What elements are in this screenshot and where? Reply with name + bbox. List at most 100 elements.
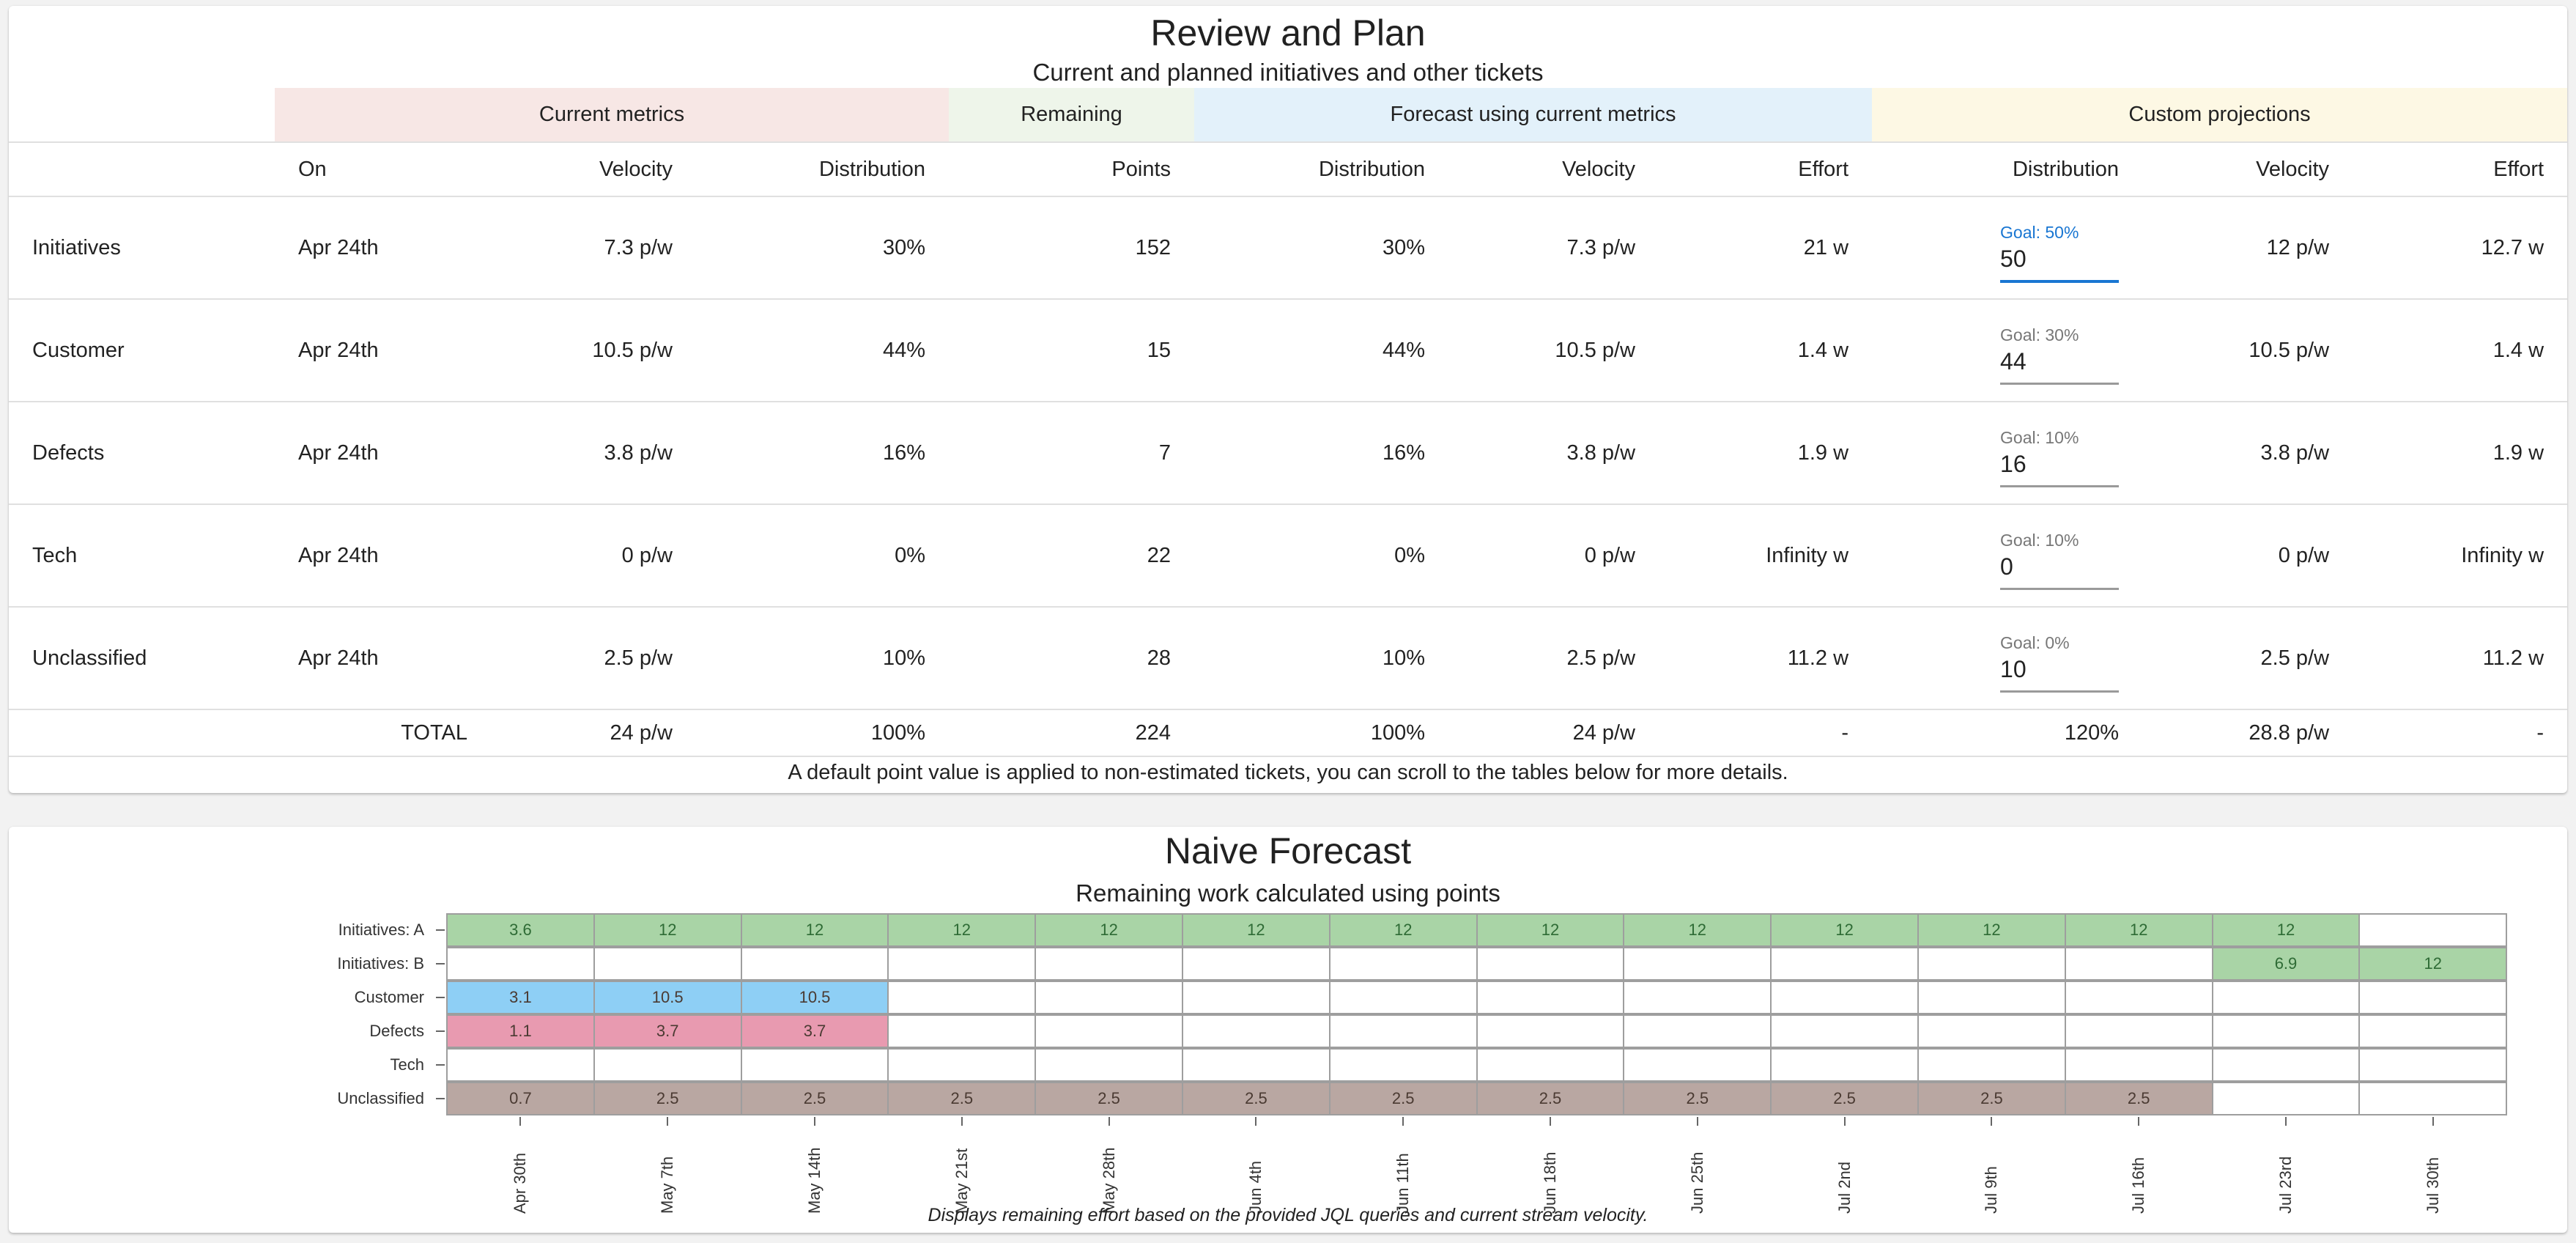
x-axis-tick: [667, 1117, 669, 1126]
forecast-cell: [1917, 947, 2066, 981]
forecast-cell: 12: [1917, 913, 2066, 947]
total-forecast-effort: -: [1659, 709, 1873, 757]
forecast-row-label: Unclassified: [337, 1089, 424, 1107]
review-subtitle: Current and planned initiatives and othe…: [1032, 59, 1544, 86]
goal-field[interactable]: Goal: 30%: [2000, 325, 2120, 385]
cell-forecast-velocity: 7.3 p/w: [1448, 196, 1659, 300]
y-axis-tick: [436, 963, 445, 964]
x-axis-tick: [1255, 1117, 1257, 1126]
forecast-cell: [1328, 1048, 1478, 1082]
cell-custom-effort: Infinity w: [2353, 504, 2568, 608]
goal-distribution-input[interactable]: [2000, 345, 2120, 385]
goal-field[interactable]: Goal: 0%: [2000, 632, 2120, 693]
forecast-cell: [1476, 981, 1625, 1014]
forecast-cell: 3.6: [446, 913, 595, 947]
cell-custom-distribution: Goal: 0%: [1872, 607, 2143, 710]
forecast-cell: [1770, 1048, 1919, 1082]
cell-forecast-distribution: 44%: [1194, 299, 1449, 402]
forecast-cell: 2.5: [887, 1082, 1037, 1115]
forecast-cell: 12: [740, 913, 889, 947]
row-name: Initiatives: [9, 196, 275, 300]
cell-velocity: 7.3 p/w: [491, 196, 696, 300]
goal-distribution-input[interactable]: [2000, 448, 2120, 487]
forecast-cell: 3.1: [446, 981, 595, 1014]
forecast-cell: [2358, 981, 2508, 1014]
forecast-cell: [1770, 947, 1919, 981]
forecast-cell: 10.5: [593, 981, 742, 1014]
goal-label: Goal: 30%: [2000, 325, 2079, 344]
forecast-cell: [2211, 1048, 2361, 1082]
cell-custom-distribution: Goal: 10%: [1872, 402, 2143, 505]
goal-field[interactable]: Goal: 10%: [2000, 530, 2120, 590]
cell-on: Apr 24th: [275, 504, 491, 608]
y-axis-tick: [436, 929, 445, 931]
forecast-cell: 2.5: [1770, 1082, 1919, 1115]
x-axis-tick: [519, 1117, 522, 1126]
goal-label: Goal: 10%: [2000, 531, 2079, 550]
forecast-cell: 2.5: [1917, 1082, 2066, 1115]
cell-custom-distribution: Goal: 10%: [1872, 504, 2143, 608]
cell-custom-distribution: Goal: 50%: [1872, 196, 2143, 300]
forecast-title: Naive Forecast: [1164, 830, 1412, 871]
forecast-cell: 2.5: [1623, 1082, 1772, 1115]
forecast-cell: [1035, 1048, 1183, 1082]
total-label: TOTAL: [275, 709, 491, 757]
cell-forecast-distribution: 0%: [1194, 504, 1449, 608]
forecast-cell: [1917, 1048, 2066, 1082]
forecast-cell: [2358, 913, 2508, 947]
forecast-cell: [1035, 981, 1183, 1014]
forecast-cell: [2211, 1082, 2361, 1115]
forecast-cell: 12: [887, 913, 1037, 947]
cell-points: 7: [949, 402, 1195, 505]
forecast-cell: [2358, 1048, 2508, 1082]
forecast-cell: 2.5: [2064, 1082, 2213, 1115]
goal-field[interactable]: Goal: 50%: [2000, 222, 2120, 283]
row-name: Customer: [9, 299, 275, 402]
forecast-cell: [2064, 981, 2213, 1014]
cell-custom-velocity: 10.5 p/w: [2142, 299, 2353, 402]
table-row: Tech Apr 24th 0 p/w 0% 22 0% 0 p/w Infinity w Go…: [9, 504, 2568, 608]
forecast-cell: 12: [1328, 913, 1478, 947]
forecast-cell: [2211, 1014, 2361, 1048]
goal-field[interactable]: Goal: 10%: [2000, 427, 2120, 487]
x-axis-tick: [2138, 1117, 2140, 1126]
x-axis-label: May 28th: [1099, 1147, 1118, 1214]
cell-distribution: 44%: [696, 299, 950, 402]
cell-custom-effort: 1.9 w: [2353, 402, 2568, 505]
x-axis-tick: [1402, 1117, 1404, 1126]
forecast-cell: [593, 1048, 742, 1082]
cell-distribution: 16%: [696, 402, 950, 505]
col-forecast-effort: Effort: [1659, 142, 1873, 197]
cell-forecast-distribution: 16%: [1194, 402, 1449, 505]
total-distribution: 100%: [696, 709, 950, 757]
cell-custom-velocity: 0 p/w: [2142, 504, 2353, 608]
goal-distribution-input[interactable]: [2000, 242, 2120, 283]
y-axis-tick: [436, 1064, 445, 1066]
row-name: Tech: [9, 504, 275, 608]
forecast-row-label: Customer: [354, 988, 424, 1006]
goal-distribution-input[interactable]: [2000, 653, 2120, 693]
y-axis-tick: [436, 997, 445, 998]
forecast-cell: [593, 947, 742, 981]
forecast-cell: 6.9: [2211, 947, 2361, 981]
x-axis-label: May 21st: [952, 1148, 971, 1214]
goal-distribution-input[interactable]: [2000, 550, 2120, 590]
cell-custom-effort: 1.4 w: [2353, 299, 2568, 402]
forecast-cell: 2.5: [593, 1082, 742, 1115]
forecast-cell: 12: [2211, 913, 2361, 947]
cell-velocity: 3.8 p/w: [491, 402, 696, 505]
forecast-cell: 3.7: [740, 1014, 889, 1048]
forecast-cell: [1770, 1014, 1919, 1048]
forecast-cell: [2211, 981, 2361, 1014]
forecast-cell: 12: [1770, 913, 1919, 947]
forecast-cell: [740, 1048, 889, 1082]
x-axis-label: May 14th: [805, 1147, 823, 1214]
forecast-cell: 12: [2358, 947, 2508, 981]
cell-distribution: 10%: [696, 607, 950, 710]
default-point-note: A default point value is applied to non-…: [788, 761, 1788, 784]
total-custom-velocity: 28.8 p/w: [2142, 709, 2353, 757]
x-axis-tick: [961, 1117, 963, 1126]
cell-forecast-velocity: 3.8 p/w: [1448, 402, 1659, 505]
forecast-cell: [1623, 1014, 1772, 1048]
forecast-cell: 2.5: [1182, 1082, 1330, 1115]
